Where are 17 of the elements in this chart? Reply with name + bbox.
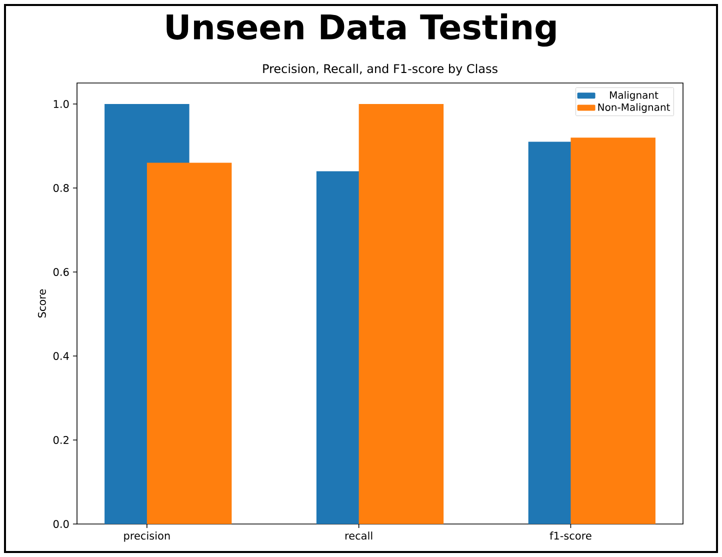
x-tick-label: recall <box>345 532 372 540</box>
x-tick-label: precision <box>124 532 170 542</box>
chart-subtitle: Precision, Recall, and F1-score by Class <box>263 64 498 76</box>
y-tick-label: 0.0 <box>53 520 69 528</box>
y-tick-label: 0.6 <box>53 268 69 276</box>
bar <box>570 138 656 524</box>
y-tick-label: 1.0 <box>54 100 69 108</box>
y-tick-label: 0.4 <box>53 352 69 360</box>
legend-label: Malignant <box>610 91 658 101</box>
bar <box>146 162 232 524</box>
legend-label: Non-Malignant <box>598 103 670 113</box>
y-tick-label: 0.2 <box>53 436 68 444</box>
chart-title: Unseen Data Testing <box>166 13 556 47</box>
x-tick-label: f1-score <box>550 532 592 540</box>
bar <box>358 104 444 524</box>
y-axis-title: Score <box>38 289 46 318</box>
y-tick-label: 0.8 <box>53 184 69 192</box>
